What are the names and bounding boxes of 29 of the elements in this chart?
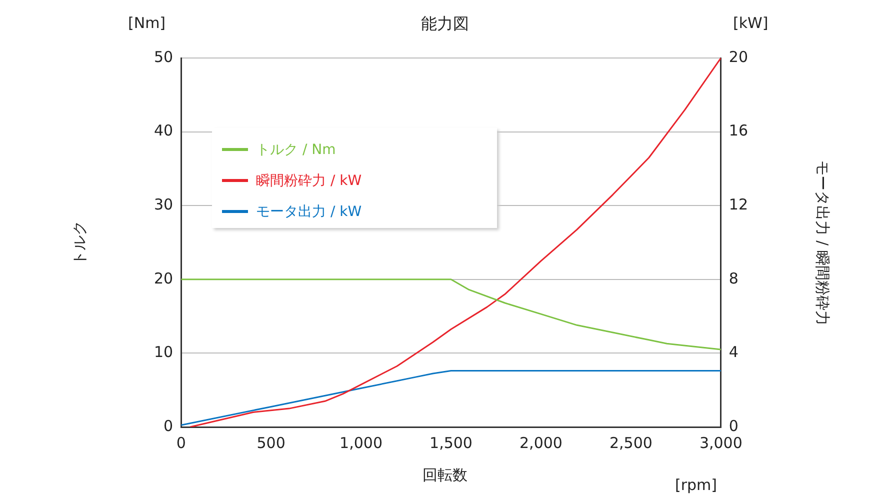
legend-label: 瞬間粉砕力 / kW [256,172,362,190]
legend-label: トルク / Nm [256,140,336,158]
text: [rpm] [675,476,718,494]
y-tick-label: 30 [154,195,174,214]
x-tick-label: 3,000 [699,434,742,452]
x-tick-label: 2,500 [609,434,652,452]
y2-tick-label: 4 [728,343,738,362]
text: [kW] [733,14,768,32]
y-axis-title: トルク [70,220,90,266]
y2-tick-label: 8 [728,269,738,288]
x-tick-label: 500 [256,434,286,452]
y2-tick-label: 12 [728,195,748,214]
y2-axis-title: モータ出力 / 瞬間粉砕力 [812,160,832,326]
x-tick-label: 2,000 [519,434,562,452]
y-tick-label: 50 [154,48,174,66]
text: [Nm] [128,14,166,32]
y-tick-label: 20 [154,269,174,288]
legend-label: モータ出力 / kW [256,202,362,220]
x-tick-label: 0 [176,434,186,452]
y2-tick-label: 20 [728,48,748,66]
x-tick-label: 1,000 [340,434,383,452]
x-tick-label: 1,500 [430,434,472,452]
chart-title: 能力図 [421,14,469,33]
y-tick-label: 10 [154,343,174,362]
y2-tick-label: 16 [728,122,748,140]
x-axis-title: 回転数 [422,466,468,484]
y2-tick-label: 0 [728,416,738,435]
y-tick-label: 40 [154,122,174,140]
y-tick-label: 0 [164,416,174,435]
